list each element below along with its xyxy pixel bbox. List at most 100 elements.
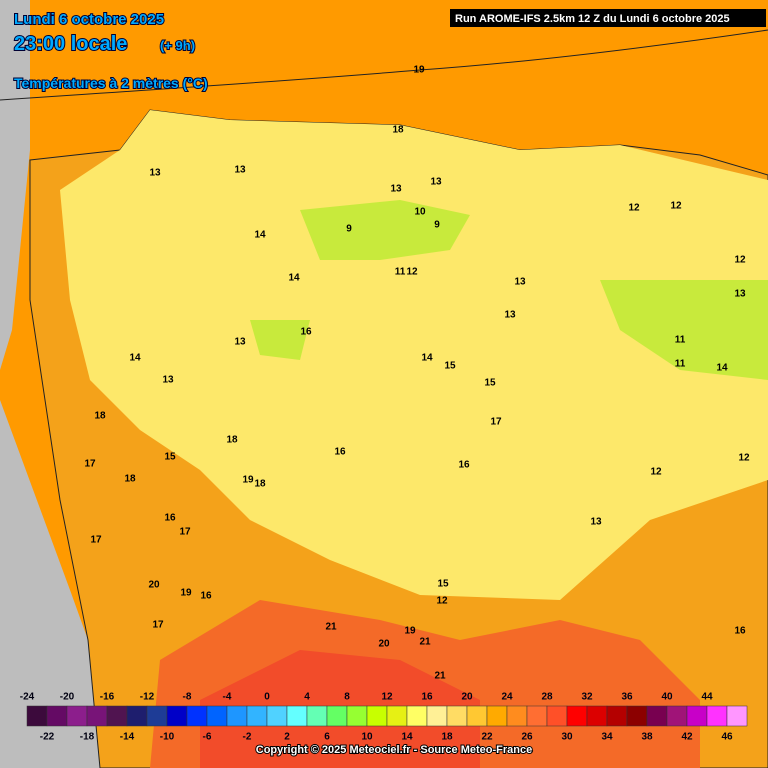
contour-label: 12 (650, 467, 662, 478)
time: 23:00 locale (14, 33, 127, 55)
contour-label: 12 (436, 596, 448, 607)
contour-label: 17 (152, 620, 164, 631)
legend-swatch (666, 705, 688, 727)
legend-label: -2 (243, 732, 252, 743)
legend-swatch (626, 705, 648, 727)
legend-swatch (26, 705, 48, 727)
legend-label: -14 (120, 732, 135, 743)
legend-swatch (466, 705, 488, 727)
legend-swatch (606, 705, 628, 727)
contour-label: 13 (590, 517, 602, 528)
legend-swatch (206, 705, 228, 727)
contour-label: 13 (234, 165, 246, 176)
legend-label: 18 (441, 732, 453, 743)
legend-label: -20 (60, 692, 75, 703)
contour-label: 9 (346, 224, 352, 235)
legend-label: 38 (641, 732, 653, 743)
contour-label: 18 (254, 479, 266, 490)
legend-label: -8 (183, 692, 192, 703)
contour-label: 17 (90, 535, 102, 546)
legend-swatch (346, 705, 368, 727)
contour-label: 13 (734, 289, 746, 300)
contour-label: 21 (419, 637, 431, 648)
contour-label: 15 (444, 361, 456, 372)
contour-label: 11 (395, 267, 406, 278)
legend-label: -24 (20, 692, 35, 703)
contour-label: 12 (738, 453, 750, 464)
legend-swatch (586, 705, 608, 727)
legend-swatch (686, 705, 708, 727)
legend-label: -4 (223, 692, 232, 703)
contour-label: 10 (414, 207, 426, 218)
contour-label: 14 (716, 363, 728, 374)
contour-label: 19 (413, 65, 425, 76)
contour-label: 12 (670, 201, 682, 212)
legend-swatch (386, 705, 408, 727)
legend-swatch (526, 705, 548, 727)
legend-label: 6 (324, 732, 330, 743)
legend-swatch (46, 705, 68, 727)
contour-label: 13 (504, 310, 516, 321)
legend-label: 26 (521, 732, 533, 743)
copyright: Copyright © 2025 Meteociel.fr - Source M… (256, 744, 532, 756)
run: Run AROME-IFS 2.5km 12 Z du Lundi 6 octo… (455, 13, 730, 25)
legend-label: 34 (601, 732, 613, 743)
legend-swatch (566, 705, 588, 727)
legend-label: 24 (501, 692, 513, 703)
legend-swatch (326, 705, 348, 727)
land-outside (0, 0, 100, 768)
contour-label: 16 (300, 327, 312, 338)
contour-label: 19 (404, 626, 416, 637)
legend-swatch (446, 705, 468, 727)
contour-label: 11 (675, 335, 686, 346)
legend-swatch (226, 705, 248, 727)
legend-label: 22 (481, 732, 493, 743)
parameter: Températures à 2 mètres (°C) (14, 75, 208, 91)
contour-label: 16 (734, 626, 746, 637)
date: Lundi 6 octobre 2025 (14, 11, 164, 28)
legend-swatch (506, 705, 528, 727)
contour-label: 13 (149, 168, 161, 179)
contour-label: 14 (254, 230, 266, 241)
contour-label: 13 (514, 277, 526, 288)
legend-swatch (106, 705, 128, 727)
legend-swatch (286, 705, 308, 727)
contour-label: 11 (675, 359, 686, 370)
contour-label: 16 (334, 447, 346, 458)
legend-label: 8 (344, 692, 350, 703)
contour-label: 17 (84, 459, 96, 470)
legend-swatch (266, 705, 288, 727)
contour-label: 15 (164, 452, 176, 463)
legend-swatch (186, 705, 208, 727)
contour-label: 18 (392, 125, 404, 136)
legend-label: 44 (701, 692, 713, 703)
offset: (+ 9h) (160, 38, 195, 53)
contour-label: 16 (458, 460, 470, 471)
legend-swatch (66, 705, 88, 727)
contour-label: 20 (148, 580, 160, 591)
legend-label: -12 (140, 692, 155, 703)
legend-swatch (406, 705, 428, 727)
contour-label: 14 (129, 353, 141, 364)
contour-label: 15 (484, 378, 496, 389)
legend-swatch (546, 705, 568, 727)
legend-swatch (246, 705, 268, 727)
cold-zone (250, 200, 768, 380)
contour-label: 18 (94, 411, 106, 422)
contour-label: 14 (288, 273, 300, 284)
legend-label: 10 (361, 732, 373, 743)
contour-label: 13 (430, 177, 442, 188)
contour-label: 12 (406, 267, 418, 278)
legend-label: 16 (421, 692, 433, 703)
contour-label: 16 (200, 591, 212, 602)
legend-label: 30 (561, 732, 573, 743)
run-box (450, 9, 766, 27)
contour-label: 17 (490, 417, 502, 428)
contour-label: 17 (179, 527, 191, 538)
contour-label: 12 (734, 255, 746, 266)
legend-swatch (126, 705, 148, 727)
contour-label: 15 (437, 579, 449, 590)
legend-label: 2 (284, 732, 290, 743)
contour-label: 13 (234, 337, 246, 348)
